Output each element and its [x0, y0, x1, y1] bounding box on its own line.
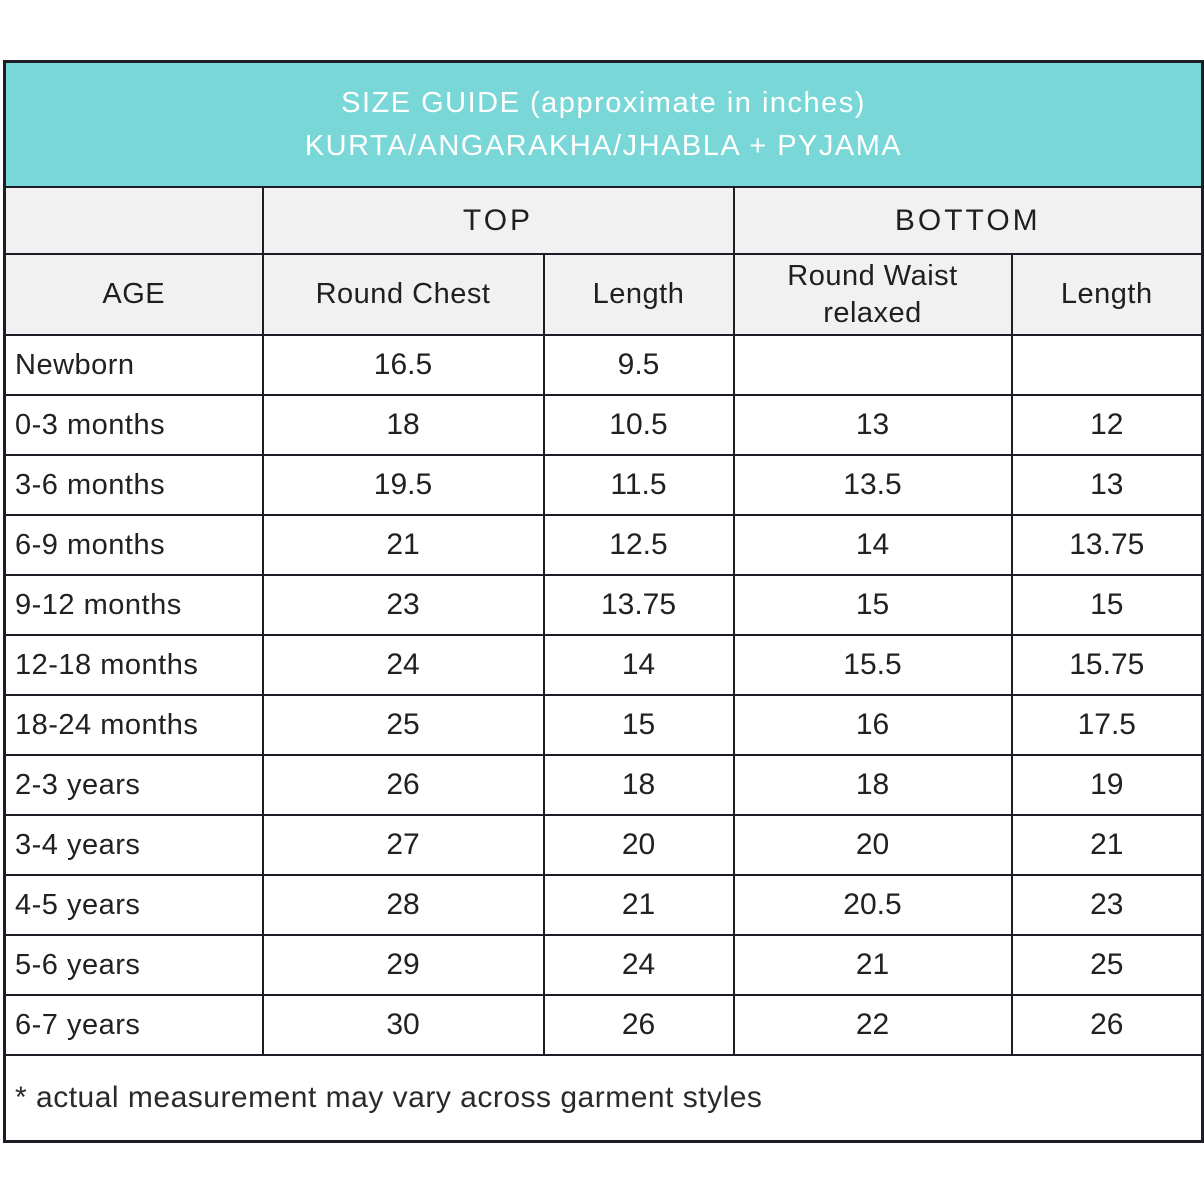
age-cell: 3-4 years — [3, 814, 264, 876]
round-chest-cell: 16.5 — [261, 334, 545, 396]
column-header-top-length: Length — [542, 253, 735, 336]
table-row: 18-24 months 25 15 16 17.5 — [3, 694, 1204, 756]
table-row: 3-6 months 19.5 11.5 13.5 13 — [3, 454, 1204, 516]
footnote: * actual measurement may vary across gar… — [3, 1054, 1204, 1143]
top-length-cell: 13.75 — [542, 574, 735, 636]
round-waist-relaxed-cell: 15.5 — [732, 634, 1013, 696]
table-row: 4-5 years 28 21 20.5 23 — [3, 874, 1204, 936]
top-length-cell: 20 — [542, 814, 735, 876]
column-header-bottom-length: Length — [1010, 253, 1204, 336]
table-row: 9-12 months 23 13.75 15 15 — [3, 574, 1204, 636]
top-length-cell: 26 — [542, 994, 735, 1056]
age-cell: Newborn — [3, 334, 264, 396]
round-chest-cell: 18 — [261, 394, 545, 456]
table-title: SIZE GUIDE (approximate in inches) KURTA… — [3, 60, 1204, 188]
bottom-length-cell: 19 — [1010, 754, 1204, 816]
round-chest-cell: 19.5 — [261, 454, 545, 516]
bottom-length-cell: 17.5 — [1010, 694, 1204, 756]
column-header-age: AGE — [3, 253, 264, 336]
age-cell: 18-24 months — [3, 694, 264, 756]
round-waist-relaxed-cell: 20 — [732, 814, 1013, 876]
table-row: 12-18 months 24 14 15.5 15.75 — [3, 634, 1204, 696]
round-waist-relaxed-cell: 13 — [732, 394, 1013, 456]
age-cell: 5-6 years — [3, 934, 264, 996]
top-length-cell: 21 — [542, 874, 735, 936]
bottom-length-cell: 13.75 — [1010, 514, 1204, 576]
round-waist-relaxed-cell — [732, 334, 1013, 396]
top-length-cell: 14 — [542, 634, 735, 696]
footnote-row: * actual measurement may vary across gar… — [3, 1054, 1204, 1143]
age-cell: 4-5 years — [3, 874, 264, 936]
round-waist-relaxed-cell: 18 — [732, 754, 1013, 816]
title-line-2: KURTA/ANGARAKHA/JHABLA + PYJAMA — [304, 129, 903, 162]
table-row: 5-6 years 29 24 21 25 — [3, 934, 1204, 996]
age-group-spacer — [3, 186, 264, 255]
top-length-cell: 10.5 — [542, 394, 735, 456]
round-waist-relaxed-cell: 22 — [732, 994, 1013, 1056]
title-row: SIZE GUIDE (approximate in inches) KURTA… — [3, 60, 1204, 188]
top-length-cell: 12.5 — [542, 514, 735, 576]
round-waist-relaxed-cell: 13.5 — [732, 454, 1013, 516]
table-row: Newborn 16.5 9.5 — [3, 334, 1204, 396]
age-cell: 6-9 months — [3, 514, 264, 576]
age-cell: 9-12 months — [3, 574, 264, 636]
table-row: 2-3 years 26 18 18 19 — [3, 754, 1204, 816]
round-chest-cell: 28 — [261, 874, 545, 936]
age-cell: 0-3 months — [3, 394, 264, 456]
age-cell: 12-18 months — [3, 634, 264, 696]
age-cell: 6-7 years — [3, 994, 264, 1056]
table-row: 6-9 months 21 12.5 14 13.75 — [3, 514, 1204, 576]
bottom-length-cell: 21 — [1010, 814, 1204, 876]
table-body: Newborn 16.5 9.5 0-3 months 18 10.5 13 12 3-6 mo… — [3, 334, 1204, 1056]
round-waist-relaxed-cell: 20.5 — [732, 874, 1013, 936]
column-header-round-chest: Round Chest — [261, 253, 545, 336]
group-header-top: TOP — [261, 186, 735, 255]
bottom-length-cell: 13 — [1010, 454, 1204, 516]
round-chest-cell: 21 — [261, 514, 545, 576]
table-row: 3-4 years 27 20 20 21 — [3, 814, 1204, 876]
bottom-length-cell: 25 — [1010, 934, 1204, 996]
top-length-cell: 9.5 — [542, 334, 735, 396]
title-line-1: SIZE GUIDE (approximate in inches) — [341, 87, 866, 120]
round-waist-relaxed-cell: 21 — [732, 934, 1013, 996]
bottom-length-cell: 15 — [1010, 574, 1204, 636]
table-row: 0-3 months 18 10.5 13 12 — [3, 394, 1204, 456]
bottom-length-cell: 23 — [1010, 874, 1204, 936]
table-row: 6-7 years 30 26 22 26 — [3, 994, 1204, 1056]
column-header-row: AGE Round Chest Length Round Waist relax… — [3, 253, 1204, 336]
round-chest-cell: 23 — [261, 574, 545, 636]
round-chest-cell: 24 — [261, 634, 545, 696]
round-chest-cell: 26 — [261, 754, 545, 816]
age-cell: 2-3 years — [3, 754, 264, 816]
top-length-cell: 15 — [542, 694, 735, 756]
bottom-length-cell — [1010, 334, 1204, 396]
bottom-length-cell: 26 — [1010, 994, 1204, 1056]
round-waist-relaxed-cell: 14 — [732, 514, 1013, 576]
round-waist-relaxed-cell: 16 — [732, 694, 1013, 756]
top-length-cell: 11.5 — [542, 454, 735, 516]
round-waist-relaxed-cell: 15 — [732, 574, 1013, 636]
group-header-bottom: BOTTOM — [732, 186, 1204, 255]
age-cell: 3-6 months — [3, 454, 264, 516]
group-header-row: TOP BOTTOM — [3, 186, 1204, 255]
round-chest-cell: 29 — [261, 934, 545, 996]
bottom-length-cell: 15.75 — [1010, 634, 1204, 696]
round-chest-cell: 25 — [261, 694, 545, 756]
column-header-round-waist-relaxed: Round Waist relaxed — [732, 253, 1013, 336]
bottom-length-cell: 12 — [1010, 394, 1204, 456]
top-length-cell: 24 — [542, 934, 735, 996]
size-guide-table: SIZE GUIDE (approximate in inches) KURTA… — [3, 60, 1204, 1143]
top-length-cell: 18 — [542, 754, 735, 816]
round-chest-cell: 30 — [261, 994, 545, 1056]
round-chest-cell: 27 — [261, 814, 545, 876]
